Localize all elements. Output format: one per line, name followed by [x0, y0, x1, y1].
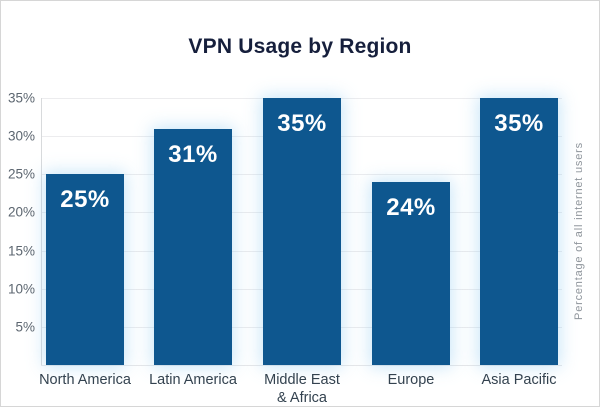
- bar-value-label-3: 24%: [386, 193, 436, 221]
- baseline: [41, 365, 562, 366]
- bar-3: 24%: [372, 181, 450, 365]
- bar-value-label-2: 35%: [277, 110, 327, 137]
- x-tick-label-2: Middle East & Africa: [264, 372, 340, 406]
- bar-1: 31%: [154, 128, 232, 365]
- x-tick-label-1: Latin America: [149, 372, 237, 388]
- bar-value-label-4: 35%: [494, 110, 544, 137]
- y-tick-label-5: 5%: [15, 319, 35, 335]
- chart-title: VPN Usage by Region: [188, 35, 412, 58]
- y-axis-line: [41, 98, 42, 365]
- bar-value-label-1: 31%: [168, 140, 218, 168]
- bar-0: 25%: [46, 174, 124, 365]
- x-tick-label-0: North America: [39, 372, 131, 388]
- bar-2: 35%: [263, 98, 341, 365]
- bar-4: 35%: [480, 98, 558, 365]
- y-tick-label-30: 30%: [7, 128, 35, 144]
- y-tick-label-25: 25%: [7, 166, 35, 182]
- x-tick-label-4: Asia Pacific: [481, 372, 557, 388]
- bar-value-label-0: 25%: [60, 186, 110, 214]
- y-tick-label-20: 20%: [7, 204, 35, 220]
- y-axis-title-right: Percentage of all internet users: [573, 142, 585, 320]
- y-tick-label-35: 35%: [7, 90, 35, 106]
- x-tick-label-3: Europe: [387, 372, 435, 388]
- y-tick-label-10: 10%: [7, 281, 35, 297]
- y-tick-label-15: 15%: [7, 243, 35, 259]
